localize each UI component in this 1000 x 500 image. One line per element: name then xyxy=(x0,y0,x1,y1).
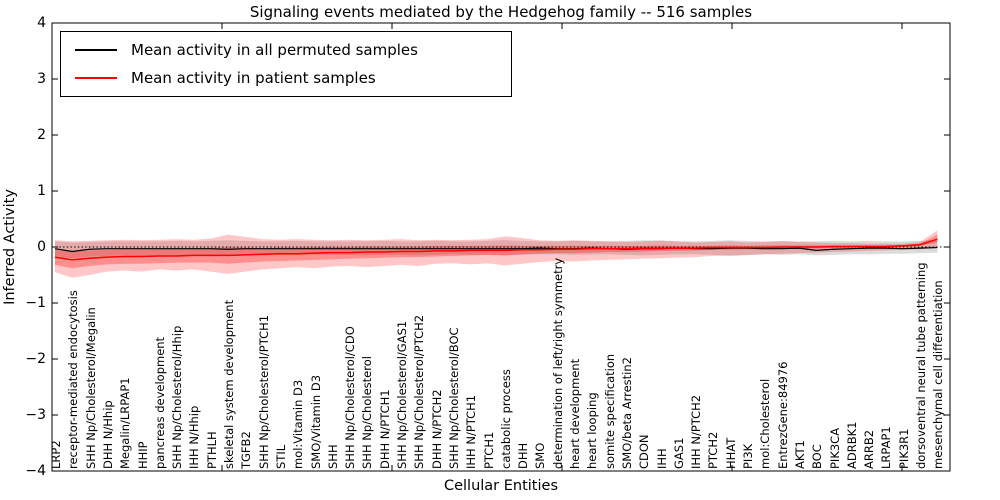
x-axis-title: Cellular Entities xyxy=(443,478,559,494)
x-category-label: SMO xyxy=(533,442,548,469)
x-category-label: PTHLH xyxy=(204,431,219,469)
x-category-label: SHH Np/Cholesterol/PTCH1 xyxy=(256,314,271,469)
y-tick-label: 0 xyxy=(37,239,46,255)
x-category-label: somite specification xyxy=(602,353,617,469)
x-category-label: dorsoventral neural tube patterning xyxy=(914,262,928,469)
x-category-label: HHIP xyxy=(135,441,150,469)
x-category-label: heart development xyxy=(568,358,582,469)
x-category-label: TGFB2 xyxy=(239,431,254,469)
x-category-label: SHH Np/Cholesterol xyxy=(360,356,375,469)
x-category-label: mesenchymal cell differentiation xyxy=(931,280,946,469)
x-category-label: PI3K xyxy=(741,443,755,469)
legend-entry-patient: Mean activity in patient samples xyxy=(61,65,511,91)
x-category-label: PTCH2 xyxy=(706,431,721,469)
x-category-label: skeletal system development xyxy=(222,299,236,469)
x-category-label: EntrezGene:84976 xyxy=(775,361,790,469)
x-category-label: catabolic process xyxy=(498,369,513,469)
y-tick-label: −2 xyxy=(25,351,46,367)
band-patient-samples-range-inner xyxy=(55,234,938,269)
legend-label-permuted: Mean activity in all permuted samples xyxy=(131,41,418,59)
x-category-label: PIK3CA xyxy=(827,427,842,469)
x-category-label: AKT1 xyxy=(792,440,807,469)
series-line-1 xyxy=(54,238,938,261)
x-category-label: ADRBK1 xyxy=(844,421,859,469)
permuted-line-swatch xyxy=(75,49,117,51)
x-category-label: IHH N/PTCH1 xyxy=(464,394,479,469)
x-category-label: determination of left/right symmetry xyxy=(550,257,565,469)
y-tick-label: 3 xyxy=(37,71,46,87)
series-line-0 xyxy=(54,246,938,253)
x-category-label: mol:Cholesterol xyxy=(758,378,773,469)
x-category-label: IHH N/Hhip xyxy=(187,405,202,469)
x-category-label: SHH Np/Cholesterol/Megalin xyxy=(83,307,98,469)
x-category-label: IHH xyxy=(654,448,669,469)
x-category-label: SHH Np/Cholesterol/PTCH2 xyxy=(412,314,427,469)
x-category-label: Megalin/LRPAP1 xyxy=(118,377,133,469)
x-category-label: DHH N/PTCH1 xyxy=(377,389,392,469)
x-category-label: LRPAP1 xyxy=(879,426,894,469)
chart-title: Signaling events mediated by the Hedgeho… xyxy=(249,3,753,21)
legend: Mean activity in all permuted samples Me… xyxy=(60,31,512,97)
y-tick-label: −1 xyxy=(25,295,46,311)
band-patient-samples-range-outer xyxy=(55,230,938,278)
y-tick-label: −3 xyxy=(25,407,46,423)
x-category-label: SHH Np/Cholesterol/BOC xyxy=(446,327,461,469)
y-tick-label: 2 xyxy=(37,127,46,143)
y-tick-label: 1 xyxy=(37,183,46,199)
x-category-label: SHH Np/Cholesterol/GAS1 xyxy=(395,320,409,469)
x-category-label: CDON xyxy=(637,434,652,469)
x-category-label: SHH Np/Cholesterol/Hhip xyxy=(170,325,185,469)
y-tick-label: −4 xyxy=(25,463,46,479)
x-category-label: SHH xyxy=(325,444,340,469)
x-category-label: DHH N/PTCH2 xyxy=(429,389,444,469)
x-category-label: receptor-mediated endocytosis xyxy=(66,290,81,469)
x-category-label: pancreas development xyxy=(152,336,167,469)
patient-line-swatch xyxy=(75,77,117,79)
x-category-label: mol:Vitamin D3 xyxy=(291,379,306,469)
x-category-label: BOC xyxy=(810,444,825,469)
x-category-label: SMO/Vitamin D3 xyxy=(308,374,323,469)
x-category-label: GAS1 xyxy=(671,437,686,469)
x-category-label: SHH Np/Cholesterol/CDO xyxy=(343,326,358,469)
y-tick-label: 4 xyxy=(37,15,46,31)
x-category-label: PTCH1 xyxy=(481,431,496,469)
x-category-label: DHH N/Hhip xyxy=(100,400,115,469)
x-category-label: LRP2 xyxy=(49,440,63,469)
x-category-label: ARRB2 xyxy=(862,429,877,469)
x-category-label: SMO/beta Arrestin2 xyxy=(619,357,634,469)
x-category-label: HHAT xyxy=(723,437,738,469)
x-category-label: heart looping xyxy=(585,392,600,469)
x-category-label: PIK3R1 xyxy=(896,428,911,470)
legend-entry-permuted: Mean activity in all permuted samples xyxy=(61,37,511,63)
x-category-label: IHH N/PTCH2 xyxy=(689,394,704,469)
x-category-label: DHH xyxy=(516,442,531,469)
x-category-label: STIL xyxy=(273,444,288,469)
legend-label-patient: Mean activity in patient samples xyxy=(131,69,376,87)
